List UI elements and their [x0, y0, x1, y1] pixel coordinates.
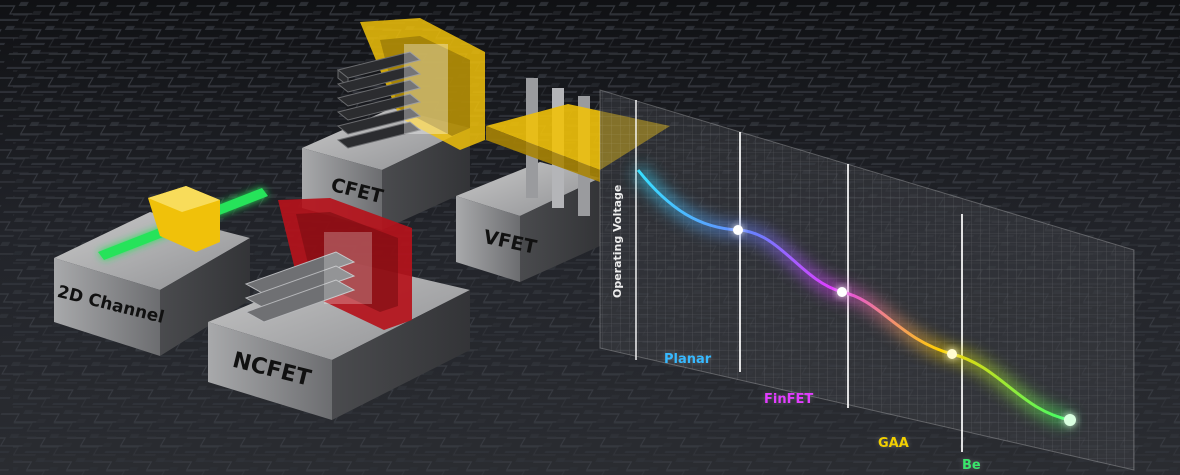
chart-panel	[599, 89, 1135, 471]
ncfet-block	[208, 198, 470, 420]
two-d-channel-block	[54, 186, 268, 356]
